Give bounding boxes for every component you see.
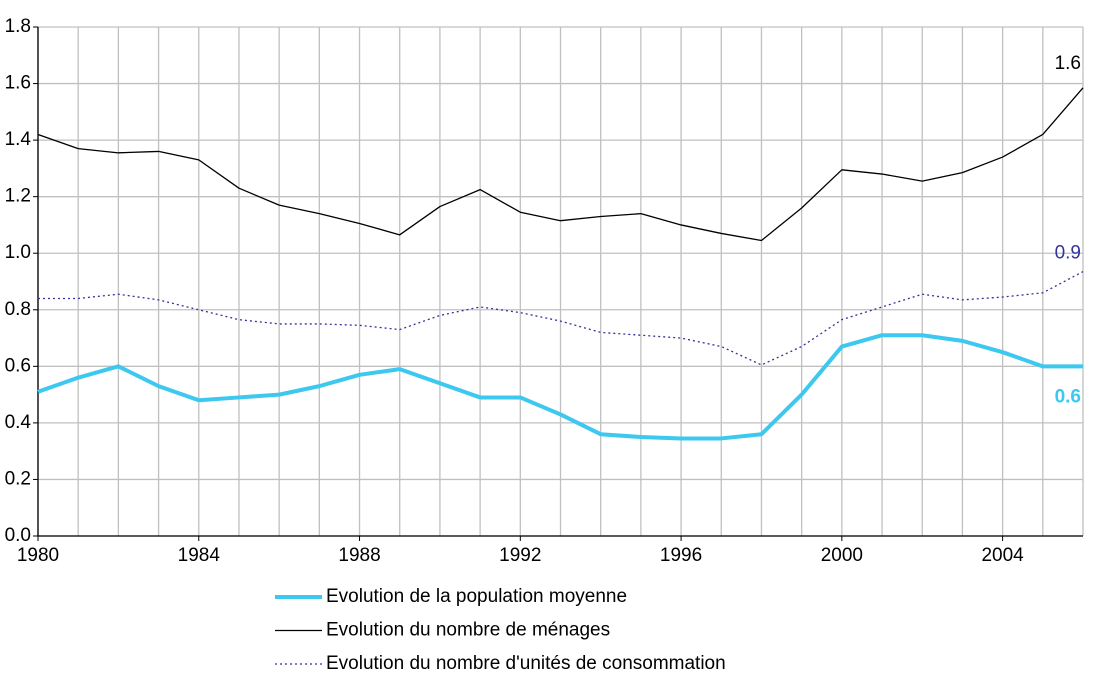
legend-label: Evolution du nombre de ménages	[326, 620, 610, 641]
legend-label: Evolution de la population moyenne	[326, 586, 627, 607]
y-tick-label: 1.8	[5, 16, 31, 37]
y-tick-label: 1.6	[5, 73, 31, 94]
y-tick-label: 0.4	[5, 412, 32, 433]
y-tick-label: 0.2	[5, 468, 31, 489]
data-label: 1.6	[1055, 53, 1081, 74]
data-label: 0.6	[1055, 386, 1081, 407]
line-series	[38, 271, 1084, 366]
legend: Evolution de la population moyenne Evolut…	[275, 586, 726, 673]
y-tick-label: 1.4	[5, 129, 32, 150]
y-tick-label: 0.0	[5, 525, 31, 546]
y-tick-label: 0.6	[5, 355, 31, 376]
legend-label: Evolution du nombre d'unités de consomma…	[326, 653, 726, 673]
x-tick-label: 2004	[981, 545, 1024, 566]
x-tick-label: 1988	[338, 545, 380, 566]
x-tick-label: 1992	[499, 545, 541, 566]
y-tick-label: 0.8	[5, 299, 31, 320]
y-tick-label: 1.2	[5, 186, 31, 207]
line-series	[37, 333, 1083, 441]
x-tick-label: 1984	[178, 545, 221, 566]
line-series	[37, 87, 1084, 242]
y-tick-label: 1.0	[5, 242, 31, 263]
data-label: 0.9	[1055, 243, 1081, 264]
x-tick-label: 1996	[660, 545, 702, 566]
x-tick-label: 1980	[17, 545, 59, 566]
x-tick-label: 2000	[821, 545, 863, 566]
